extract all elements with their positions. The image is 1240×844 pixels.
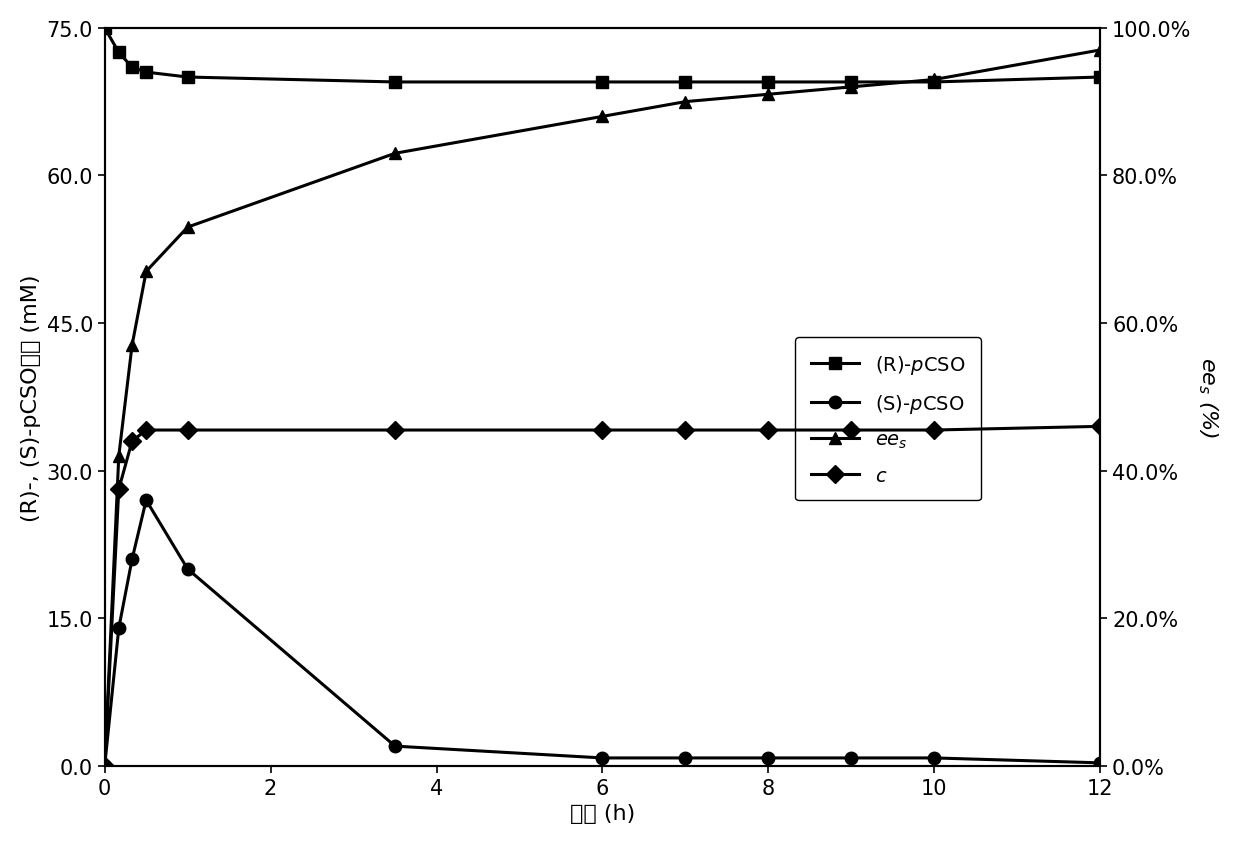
Line: (R)-$p$CSO: (R)-$p$CSO: [98, 23, 1106, 89]
(R)-$p$CSO: [595, 78, 610, 88]
$c$: [97, 760, 112, 771]
$ee_s$: [139, 267, 154, 277]
Y-axis label: $ee_s$ (%): $ee_s$ (%): [1195, 357, 1219, 438]
(R)-$p$CSO: [97, 24, 112, 34]
(S)-$p$CSO: [678, 753, 693, 763]
(S)-$p$CSO: [97, 760, 112, 771]
(S)-$p$CSO: [1092, 758, 1107, 768]
$ee_s$: [595, 112, 610, 122]
$ee_s$: [112, 452, 126, 462]
(R)-$p$CSO: [388, 78, 403, 88]
$c$: [1092, 422, 1107, 432]
(R)-$p$CSO: [1092, 73, 1107, 83]
(S)-$p$CSO: [388, 741, 403, 751]
$c$: [388, 425, 403, 436]
(S)-$p$CSO: [125, 555, 140, 565]
Line: $ee_s$: $ee_s$: [98, 45, 1106, 772]
$c$: [844, 425, 859, 436]
(S)-$p$CSO: [112, 623, 126, 633]
(S)-$p$CSO: [139, 495, 154, 506]
(R)-$p$CSO: [125, 63, 140, 73]
Line: $c$: $c$: [98, 420, 1106, 772]
(R)-$p$CSO: [139, 68, 154, 78]
$ee_s$: [761, 90, 776, 100]
$c$: [926, 425, 941, 436]
Legend: (R)-$p$CSO, (S)-$p$CSO, $ee_s$, $c$: (R)-$p$CSO, (S)-$p$CSO, $ee_s$, $c$: [795, 338, 981, 500]
X-axis label: 时间 (h): 时间 (h): [570, 803, 635, 823]
$c$: [125, 436, 140, 446]
$ee_s$: [125, 341, 140, 351]
$c$: [112, 484, 126, 495]
$ee_s$: [678, 97, 693, 107]
$ee_s$: [388, 149, 403, 160]
(S)-$p$CSO: [595, 753, 610, 763]
Line: (S)-$p$CSO: (S)-$p$CSO: [98, 495, 1106, 772]
$c$: [180, 425, 195, 436]
$ee_s$: [1092, 46, 1107, 56]
(R)-$p$CSO: [180, 73, 195, 83]
$ee_s$: [97, 760, 112, 771]
$ee_s$: [926, 75, 941, 85]
(S)-$p$CSO: [926, 753, 941, 763]
(R)-$p$CSO: [112, 48, 126, 58]
(R)-$p$CSO: [761, 78, 776, 88]
(S)-$p$CSO: [844, 753, 859, 763]
Y-axis label: (R)-, (S)-pCSO浓度 (mM): (R)-, (S)-pCSO浓度 (mM): [21, 273, 41, 521]
(R)-$p$CSO: [926, 78, 941, 88]
$c$: [139, 425, 154, 436]
$ee_s$: [844, 83, 859, 93]
(R)-$p$CSO: [678, 78, 693, 88]
$c$: [761, 425, 776, 436]
$c$: [595, 425, 610, 436]
(S)-$p$CSO: [761, 753, 776, 763]
(S)-$p$CSO: [180, 565, 195, 575]
(R)-$p$CSO: [844, 78, 859, 88]
$ee_s$: [180, 223, 195, 233]
$c$: [678, 425, 693, 436]
